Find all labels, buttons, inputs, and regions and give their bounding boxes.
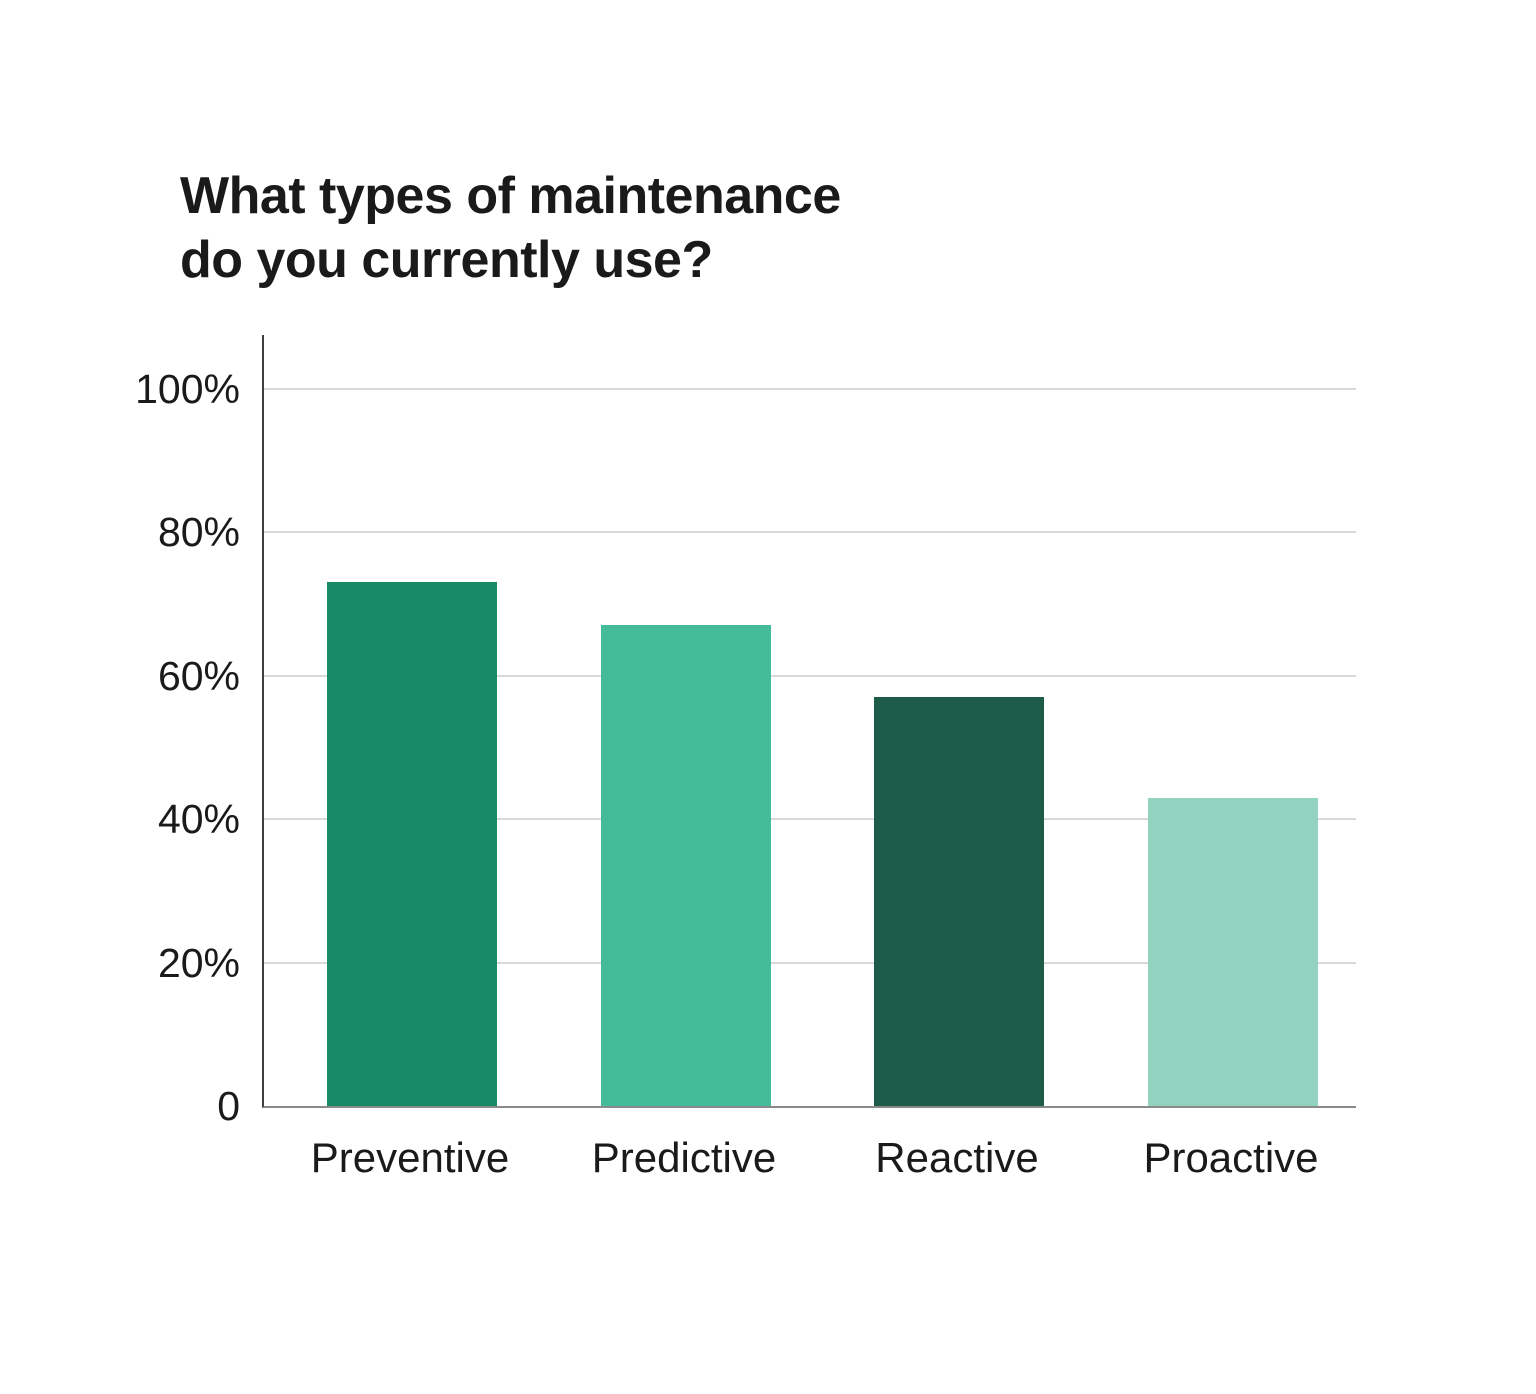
gridline-40	[264, 818, 1356, 821]
y-tick-label-60: 60%	[157, 652, 240, 699]
gridline-80	[264, 531, 1356, 534]
bar-proactive	[1148, 797, 1318, 1106]
chart-title-line-1: What types of maintenance	[180, 167, 841, 225]
chart-title: What types of maintenance do you current…	[180, 164, 841, 292]
y-tick-label-80: 80%	[157, 509, 240, 556]
chart-title-line-2: do you currently use?	[180, 231, 713, 289]
plot-area	[262, 335, 1356, 1108]
bar-preventive	[327, 582, 497, 1106]
x-label-proactive: Proactive	[1143, 1134, 1319, 1181]
y-tick-label-40: 40%	[157, 796, 240, 843]
gridline-100	[264, 387, 1356, 390]
x-label-reactive: Reactive	[875, 1134, 1039, 1181]
gridline-60	[264, 674, 1356, 677]
bar-reactive	[874, 697, 1044, 1106]
y-tick-label-0: 0	[217, 1083, 240, 1129]
x-label-preventive: Preventive	[310, 1134, 510, 1181]
y-tick-label-20: 20%	[157, 939, 240, 986]
x-label-predictive: Predictive	[591, 1134, 777, 1181]
gridline-20	[264, 961, 1356, 964]
y-tick-label-100: 100%	[135, 365, 240, 412]
bar-predictive	[601, 625, 771, 1106]
